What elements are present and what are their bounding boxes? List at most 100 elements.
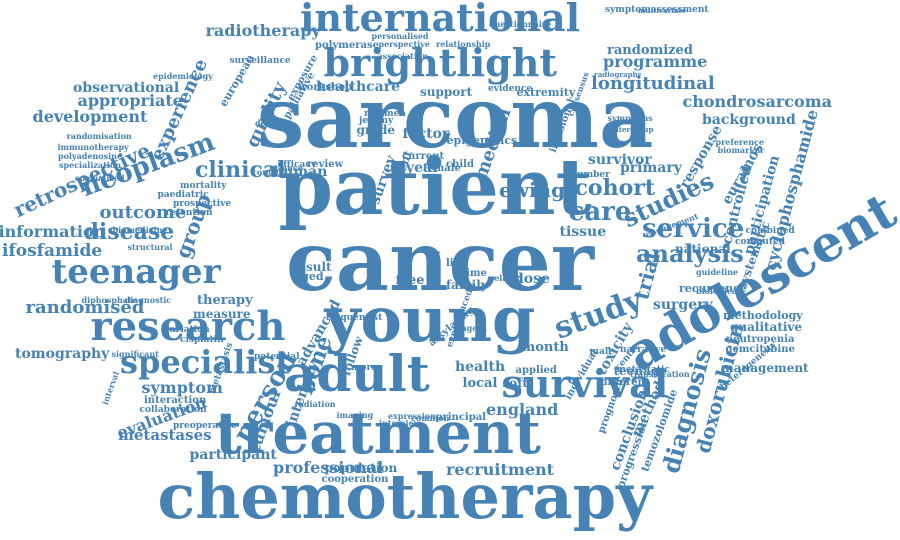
cloud-word: programme xyxy=(603,52,708,71)
cloud-word: free xyxy=(395,272,425,288)
cloud-word: tissue xyxy=(559,224,607,240)
cloud-word: local xyxy=(462,375,498,391)
cloud-word: design xyxy=(255,118,285,128)
cloud-word: prospective xyxy=(173,198,232,209)
cloud-word: metastatic xyxy=(616,364,670,375)
cloud-word: recruitment xyxy=(446,460,555,479)
cloud-word: interaction xyxy=(144,395,207,406)
cloud-word: biomarker xyxy=(717,145,765,155)
cloud-word: adult xyxy=(284,344,430,403)
cloud-word: analysis xyxy=(636,239,744,268)
cloud-word: year xyxy=(406,160,440,176)
cloud-word: retention xyxy=(165,207,213,218)
cloud-word: guideline xyxy=(696,267,739,277)
cloud-word: variation xyxy=(164,324,210,335)
cloud-word: primary xyxy=(620,160,682,176)
cloud-word: young xyxy=(324,283,536,356)
cloud-word: health xyxy=(455,359,506,375)
cloud-word: control xyxy=(252,167,285,177)
cloud-word: research xyxy=(90,303,286,350)
cloud-word: polyadenosine xyxy=(58,151,123,161)
cloud-word: biomedicine xyxy=(112,225,168,235)
cloud-word: human xyxy=(273,164,328,180)
cloud-word: metastases xyxy=(118,425,212,444)
cloud-word: surgery xyxy=(653,297,713,313)
cloud-word: therapy xyxy=(197,292,253,308)
cloud-word: cancer xyxy=(286,214,594,310)
cloud-word: survivor xyxy=(588,152,652,168)
cloud-word: soft xyxy=(502,376,528,390)
cloud-word: england xyxy=(486,400,559,419)
cloud-word: teenage xyxy=(613,364,667,378)
cloud-word: recurrence xyxy=(679,281,747,295)
cloud-word: applied xyxy=(515,365,557,376)
cloud-word: cohort xyxy=(574,175,656,201)
cloud-word: background xyxy=(702,112,796,128)
cloud-word: epigenetics xyxy=(446,133,518,147)
cloud-word: intergroup xyxy=(611,124,654,134)
cloud-word: significant xyxy=(111,349,159,359)
cloud-word: treatment xyxy=(215,399,541,467)
cloud-word: computed xyxy=(735,236,786,247)
cloud-word: imaging xyxy=(336,410,374,420)
cloud-word: information xyxy=(0,222,106,241)
cloud-word: extremity xyxy=(516,85,576,99)
cloud-word: survival xyxy=(501,361,669,406)
cloud-word: time xyxy=(461,268,487,279)
cloud-word: interval xyxy=(99,369,121,407)
cloud-word: association xyxy=(377,51,429,61)
cloud-word: preference xyxy=(715,137,765,147)
cloud-word: outcome xyxy=(99,202,187,223)
cloud-word: longitudinal xyxy=(591,73,715,94)
cloud-word: national xyxy=(675,242,731,256)
cloud-word: translocation xyxy=(630,369,690,379)
cloud-word: paediatric xyxy=(157,189,209,200)
cloud-word: randomised xyxy=(25,297,145,318)
cloud-word: multivariate xyxy=(638,5,687,15)
cloud-word: diagnostic xyxy=(124,295,172,305)
cloud-word: immunotherapy xyxy=(57,142,129,152)
cloud-word: more xyxy=(351,362,377,373)
cloud-word: disease xyxy=(83,219,175,245)
cloud-word: symptomassessment xyxy=(605,4,709,15)
cloud-word: specialist xyxy=(120,343,291,381)
cloud-word: family xyxy=(446,278,488,292)
cloud-word: frequentist xyxy=(326,312,383,323)
cloud-word: female xyxy=(423,163,461,174)
cloud-word: surveillance xyxy=(229,55,291,66)
cloud-word: science xyxy=(269,163,303,173)
cloud-word: qualitative xyxy=(730,320,803,334)
cloud-word: management xyxy=(721,361,809,375)
cloud-word: common xyxy=(411,413,450,423)
cloud-word: measure xyxy=(193,307,251,321)
cloud-word: gemcitabine xyxy=(725,344,795,355)
cloud-word: result xyxy=(292,260,332,274)
cloud-word: relationship xyxy=(436,39,491,49)
cloud-word: care xyxy=(568,197,632,227)
cloud-word: cisplatin xyxy=(180,334,224,345)
cloud-word: tomography xyxy=(15,346,110,362)
cloud-word: clinical xyxy=(195,157,286,183)
cloud-word: professional xyxy=(273,458,384,477)
cloud-word: observational xyxy=(73,80,180,96)
cloud-word: review xyxy=(307,159,344,170)
cloud-word: principal xyxy=(435,412,487,423)
cloud-word: randomisation xyxy=(66,131,132,141)
cloud-word: development xyxy=(32,107,148,126)
cloud-word: personalised xyxy=(371,31,429,41)
cloud-word: workshop xyxy=(298,82,353,93)
cloud-word: expression xyxy=(388,411,436,421)
cloud-word: aged xyxy=(294,269,324,283)
cloud-word: ewing xyxy=(499,178,566,202)
cloud-word: efficacy xyxy=(277,159,317,170)
cloud-word: teenager xyxy=(51,252,221,292)
cloud-word: life xyxy=(446,258,465,269)
cloud-word: perspective xyxy=(378,39,430,49)
cloud-word: specialization xyxy=(59,160,121,170)
cloud-word: service xyxy=(642,214,745,244)
cloud-word: related xyxy=(490,273,522,283)
cloud-word: questionnaire xyxy=(489,19,552,29)
cloud-word: epidemiology xyxy=(153,71,213,81)
cloud-word: child xyxy=(446,159,474,170)
